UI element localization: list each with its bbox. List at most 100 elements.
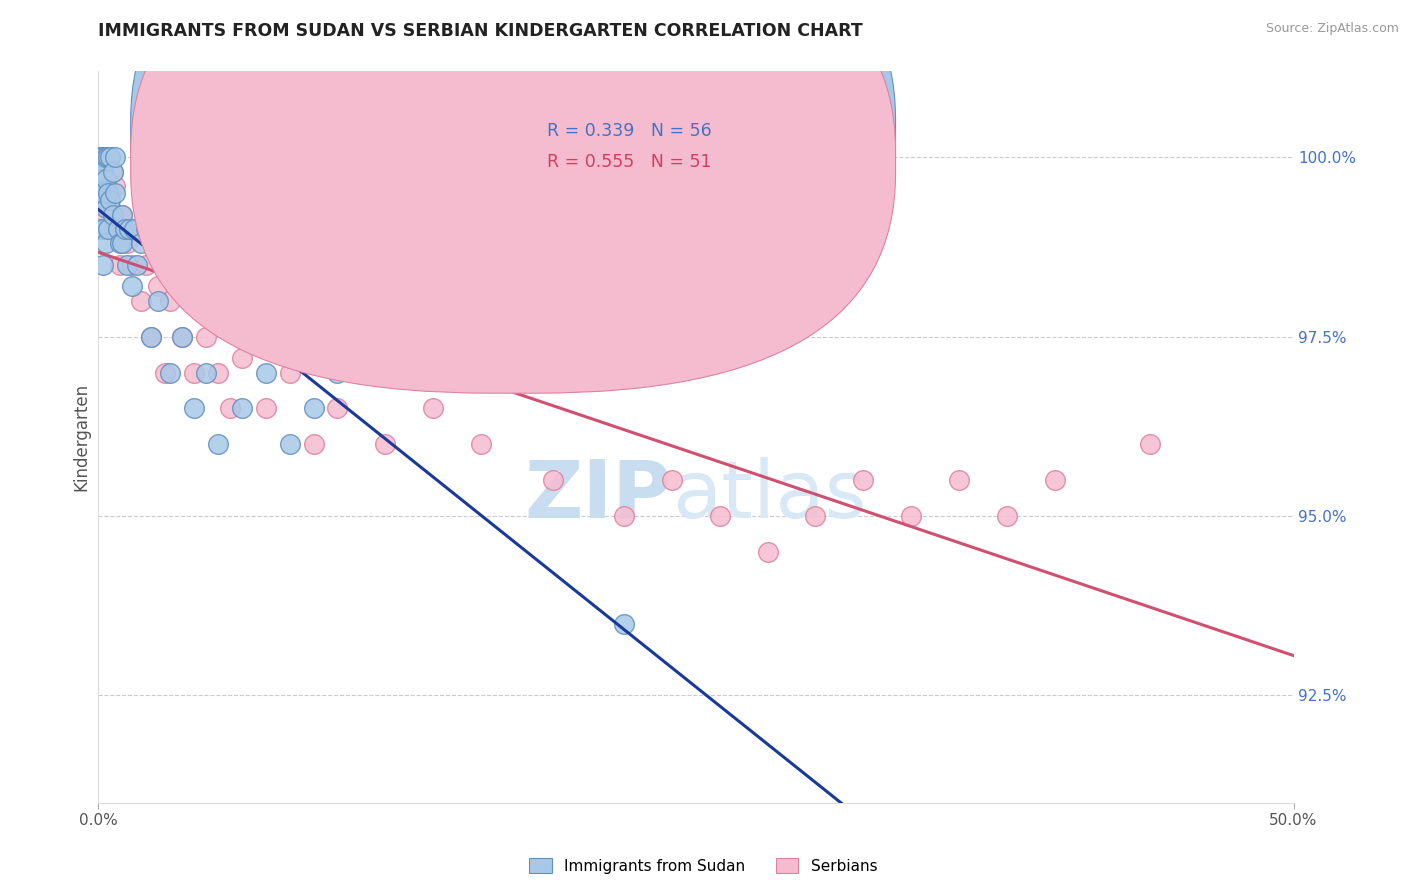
Point <box>94 208 117 222</box>
Point <box>148 279 170 293</box>
Point <box>94 150 117 164</box>
Point <box>194 366 218 380</box>
Point <box>108 236 131 251</box>
Y-axis label: Kindergarten: Kindergarten <box>72 383 90 491</box>
Point <box>613 616 636 631</box>
Point <box>804 508 827 523</box>
Point <box>91 186 114 201</box>
Point <box>91 222 114 236</box>
Point <box>104 150 127 164</box>
Point <box>302 401 325 416</box>
Point <box>101 165 124 179</box>
Point <box>107 222 129 236</box>
Point <box>148 293 170 308</box>
Point <box>159 366 181 380</box>
Point <box>107 222 129 236</box>
Point <box>995 508 1018 523</box>
Point <box>183 366 205 380</box>
Point <box>756 545 779 559</box>
Point <box>139 329 162 343</box>
Text: IMMIGRANTS FROM SUDAN VS SERBIAN KINDERGARTEN CORRELATION CHART: IMMIGRANTS FROM SUDAN VS SERBIAN KINDERG… <box>98 22 863 40</box>
Point <box>104 179 127 194</box>
Point <box>121 258 143 272</box>
Point <box>90 186 112 201</box>
Point <box>135 258 157 272</box>
Point <box>183 401 205 416</box>
FancyBboxPatch shape <box>470 108 780 203</box>
Text: R = 0.555   N = 51: R = 0.555 N = 51 <box>547 153 711 171</box>
Point <box>219 401 242 416</box>
Point <box>89 150 111 164</box>
Point <box>115 236 138 251</box>
Point <box>91 150 114 164</box>
Point <box>115 258 138 272</box>
Point <box>1139 437 1161 451</box>
Point <box>179 293 201 308</box>
Point <box>97 186 120 201</box>
Point <box>114 222 136 236</box>
Point <box>97 222 120 236</box>
Point <box>374 437 396 451</box>
Point <box>422 401 444 416</box>
Point <box>172 329 194 343</box>
Point <box>254 401 277 416</box>
Point <box>470 366 492 380</box>
Point <box>852 473 875 487</box>
Text: atlas: atlas <box>672 457 866 534</box>
Point <box>124 222 146 236</box>
Point <box>172 329 194 343</box>
Point <box>91 258 114 272</box>
Point <box>101 208 124 222</box>
Point <box>159 293 181 308</box>
Point <box>91 150 114 164</box>
Point <box>104 186 127 201</box>
Point <box>709 508 731 523</box>
Point <box>111 208 134 222</box>
Point <box>131 293 153 308</box>
Point <box>94 150 117 164</box>
Point <box>900 508 922 523</box>
Point <box>125 258 148 272</box>
Point <box>89 150 111 164</box>
Point <box>101 165 124 179</box>
Point <box>302 437 325 451</box>
Point <box>155 366 177 380</box>
Point <box>661 473 683 487</box>
Point <box>91 165 114 179</box>
Point <box>139 329 162 343</box>
Point <box>89 186 111 201</box>
Point <box>111 236 134 251</box>
Point <box>91 186 114 201</box>
Point <box>111 208 134 222</box>
Point <box>207 437 229 451</box>
Legend: Immigrants from Sudan, Serbians: Immigrants from Sudan, Serbians <box>523 852 883 880</box>
Point <box>108 258 131 272</box>
Point <box>374 329 396 343</box>
Point <box>326 401 349 416</box>
Text: Source: ZipAtlas.com: Source: ZipAtlas.com <box>1265 22 1399 36</box>
Point <box>194 329 218 343</box>
Point <box>125 222 148 236</box>
Point <box>90 222 112 236</box>
Point <box>207 366 229 380</box>
Point <box>121 279 143 293</box>
Point <box>91 150 114 164</box>
Point <box>90 194 112 208</box>
Point <box>231 351 253 366</box>
Point <box>278 366 301 380</box>
Point <box>94 172 117 186</box>
Point <box>98 150 122 164</box>
Point <box>155 258 177 272</box>
Point <box>118 222 141 236</box>
FancyBboxPatch shape <box>131 0 896 393</box>
Point <box>94 236 117 251</box>
Point <box>98 201 122 215</box>
Point <box>1043 473 1066 487</box>
Point <box>326 366 349 380</box>
Point <box>114 222 136 236</box>
Point <box>98 194 122 208</box>
Point <box>89 165 111 179</box>
Point <box>470 437 492 451</box>
Point <box>135 222 157 236</box>
Point <box>541 473 564 487</box>
